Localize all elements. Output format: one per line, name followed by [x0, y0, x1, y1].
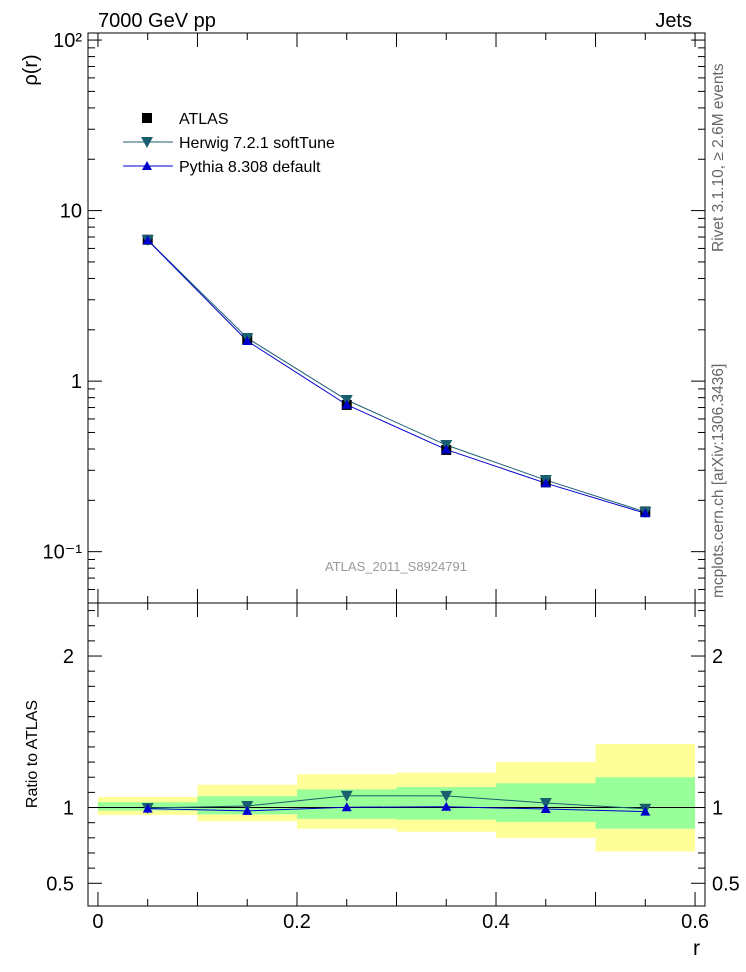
header-left: 7000 GeV pp	[98, 10, 216, 32]
ratio-data-point	[539, 797, 552, 809]
main-series-line	[147, 239, 646, 514]
header-right: Jets	[655, 10, 692, 32]
ratio-y-tick-label-left: 0.5	[46, 873, 74, 895]
legend-marker	[142, 161, 152, 170]
x-axis-label: r	[693, 937, 700, 960]
ratio-y-tick-label-right: 2	[712, 646, 723, 668]
analysis-label: ATLAS_2011_S8924791	[325, 559, 467, 574]
x-tick-label: 0.4	[482, 911, 510, 933]
ratio-data-point	[340, 790, 353, 802]
ratio-data-point	[242, 805, 253, 815]
ratio-data-point	[142, 803, 153, 813]
ratio-series-lines	[147, 795, 646, 813]
side-rivet-version: Rivet 3.1.10, ≥ 2.6M events	[710, 63, 727, 252]
main-data-point	[242, 335, 253, 345]
x-tick-label: 0.6	[681, 911, 709, 933]
ratio-y-tick-label-right: 0.5	[712, 873, 740, 895]
main-y-tick-label: 10²	[53, 30, 82, 52]
main-data-points	[141, 234, 652, 518]
ratio-y-tick-label-left: 1	[63, 798, 74, 820]
ratio-band-green	[595, 777, 696, 829]
legend-marker	[142, 113, 152, 123]
main-data-point	[540, 478, 551, 488]
main-data-point	[640, 508, 651, 518]
legend: ATLAS Herwig 7.2.1 softTune Pythia 8.308 d…	[123, 111, 335, 176]
main-y-axis-label: ρ(r)	[20, 54, 42, 85]
ratio-series-line	[147, 795, 646, 810]
ratio-panel: 0.5 0.5 1 1 2 2 0 0.2 0.4 0.6 Ratio to ATLAS r	[24, 602, 740, 960]
x-tick-label: 0.2	[283, 911, 311, 933]
legend-marker	[141, 137, 153, 148]
legend-label: Herwig 7.2.1 softTune	[179, 135, 335, 152]
x-tick-label: 0	[92, 911, 103, 933]
main-series-lines	[147, 239, 646, 514]
ratio-ticks: 0.5 0.5 1 1 2 2 0 0.2 0.4 0.6	[46, 603, 740, 933]
legend-label: Pythia 8.308 default	[179, 159, 321, 176]
main-data-point	[441, 444, 452, 454]
main-y-tick-label: 1	[71, 371, 82, 393]
ratio-data-point	[440, 790, 453, 802]
main-series-line	[147, 239, 646, 513]
legend-label: ATLAS	[179, 111, 229, 128]
main-y-tick-label: 10⁻¹	[43, 542, 83, 564]
ratio-y-axis-label: Ratio to ATLAS	[24, 700, 41, 808]
ratio-frame	[87, 602, 706, 907]
ratio-data-point	[441, 801, 452, 811]
main-data-point	[142, 235, 153, 245]
ratio-data-point	[341, 802, 352, 812]
ratio-series-line	[147, 806, 646, 813]
ratio-data-point	[540, 804, 551, 814]
ratio-y-tick-label-right: 1	[712, 798, 723, 820]
ratio-data-points	[141, 790, 652, 816]
side-source: mcplots.cern.ch [arXiv:1306.3436]	[710, 364, 727, 598]
ratio-y-tick-label-left: 2	[63, 646, 74, 668]
ratio-uncertainty-bands	[97, 743, 696, 852]
main-y-tick-label: 10	[60, 201, 82, 223]
main-panel: 10⁻¹ 1 10 10² ρ(r) ATLAS_2011_S8924791 ATLA…	[20, 30, 706, 604]
main-ticks: 10⁻¹ 1 10 10²	[43, 30, 705, 604]
ratio-data-point	[640, 806, 651, 816]
main-data-point	[341, 399, 352, 409]
